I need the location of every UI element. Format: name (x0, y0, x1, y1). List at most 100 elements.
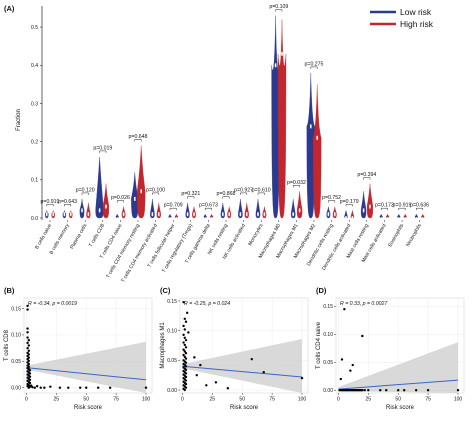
y-tick-label: 0.05 (167, 358, 177, 364)
pvalue-label: p=0.321 (181, 191, 200, 197)
data-point (361, 334, 364, 338)
violin-low-risk (150, 198, 155, 219)
data-point (187, 331, 190, 334)
violin-median-dot (221, 213, 224, 216)
data-point (250, 357, 253, 361)
violin-box (345, 216, 347, 218)
data-point (27, 344, 30, 347)
y-axis-label: T cells CD4 naive (316, 321, 322, 369)
x-tick-label: 25 (366, 397, 372, 403)
y-tick-label: 0.10 (323, 332, 333, 338)
data-point (343, 307, 346, 311)
data-point (33, 386, 36, 389)
x-tick-label: 75 (113, 397, 119, 403)
data-point (49, 385, 52, 388)
regression-line (338, 379, 459, 390)
data-point (184, 368, 188, 372)
violin-median-dot (186, 213, 189, 216)
y-tick-label: 0.05 (11, 359, 21, 365)
data-point (184, 365, 188, 368)
x-category-label: B cells naive (34, 223, 53, 250)
data-point (26, 336, 29, 339)
confidence-band (338, 342, 459, 393)
data-point (28, 378, 32, 382)
x-axis-label: Risk score (230, 405, 259, 411)
violin-high-risk (86, 202, 91, 219)
pvalue-label: p=0.109 (269, 4, 288, 10)
violin-median-dot (333, 213, 336, 216)
data-point (184, 338, 188, 342)
violin-median-dot (239, 213, 242, 216)
violin-high-risk (313, 84, 322, 219)
scatter-chart-d: 0 25 50 75 100 0.00 0.05 0.10 0.15 Risk score T ce… (316, 297, 465, 411)
pvalue-label: p=0.120 (76, 187, 95, 193)
panel-label-d: (D) (316, 286, 327, 295)
data-point (27, 386, 30, 389)
data-point (367, 389, 370, 392)
data-point (351, 363, 354, 367)
data-point (27, 349, 30, 352)
violin-high-risk (137, 145, 146, 219)
violin-median-dot (133, 198, 136, 200)
data-point (193, 356, 196, 359)
violin-median-dot (105, 205, 107, 208)
pvalue-label: p=0.019 (93, 145, 112, 151)
violin-median-dot (169, 217, 171, 219)
legend-high-label: High risk (400, 19, 434, 29)
data-point (28, 372, 32, 375)
violin-high-risk (156, 202, 161, 219)
violin-chart: Fraction 0.00.10.20.30.40.5 p=0.919p=0.6… (16, 4, 434, 284)
data-point (79, 386, 82, 389)
data-point (340, 358, 344, 361)
x-category-label: Monocytes (247, 223, 265, 247)
scatter-chart-b: 0 25 50 75 100 0.00 0.05 0.10 0.15 Risk score T ce… (4, 297, 153, 411)
data-point (379, 389, 382, 392)
y-tick-label: 0.00 (323, 388, 333, 394)
violin-low-risk (290, 198, 296, 219)
violin-median-dot (263, 213, 266, 216)
data-point (182, 341, 185, 344)
violin-median-dot (257, 213, 259, 216)
violin-pvalues: p=0.919p=0.643p=0.120p=0.019p=0.026p=0.6… (41, 4, 429, 211)
x-tick-label: 50 (395, 397, 401, 403)
data-point (184, 357, 188, 360)
x-tick-label: 25 (54, 397, 60, 403)
violin-low-risk (185, 202, 190, 219)
regression-line (26, 367, 147, 381)
data-point (349, 369, 352, 372)
y-axis-label: T cells CD8 (4, 329, 10, 361)
violin-median-dot (421, 217, 424, 219)
data-point (185, 311, 189, 315)
data-point (26, 327, 29, 330)
data-point (183, 328, 186, 331)
violin-median-dot (292, 213, 295, 216)
violin-high-risk (296, 191, 303, 219)
scatter-chart-c: 0 25 50 75 100 0.00 0.05 0.10 0.15 Risk score Macr… (160, 297, 309, 411)
data-point (226, 387, 230, 390)
violin-median-dot (316, 136, 319, 139)
y-tick-label: 0.10 (167, 328, 177, 334)
violin-low-risk (255, 198, 261, 219)
data-point (426, 389, 430, 392)
pvalue-label: p=0.636 (410, 203, 429, 209)
violin-median-dot (193, 213, 195, 216)
violin-median-dot (245, 213, 248, 216)
x-tick-label: 25 (210, 397, 216, 403)
data-point (58, 386, 62, 389)
x-tick-label: 100 (142, 397, 151, 403)
y-tick-label: 0.4 (31, 63, 38, 69)
correlation-stat: R = -0.34, p = 0.0019 (28, 301, 77, 307)
y-tick-label: 0.1 (31, 178, 38, 184)
violin-median-dot (228, 213, 231, 216)
violin-median-dot (175, 217, 178, 219)
data-point (35, 384, 39, 388)
violin-median-dot (369, 205, 371, 208)
violin-median-dot (122, 213, 125, 216)
violin-median-dot (204, 217, 207, 219)
violin-median-dot (63, 213, 66, 216)
correlation-stat: R = 0.33, p = 0.0027 (340, 301, 388, 307)
data-point (39, 386, 42, 389)
violin-median-dot (404, 217, 407, 219)
violin-low-risk (238, 198, 243, 219)
pvalue-label: p=0.610 (252, 187, 271, 193)
